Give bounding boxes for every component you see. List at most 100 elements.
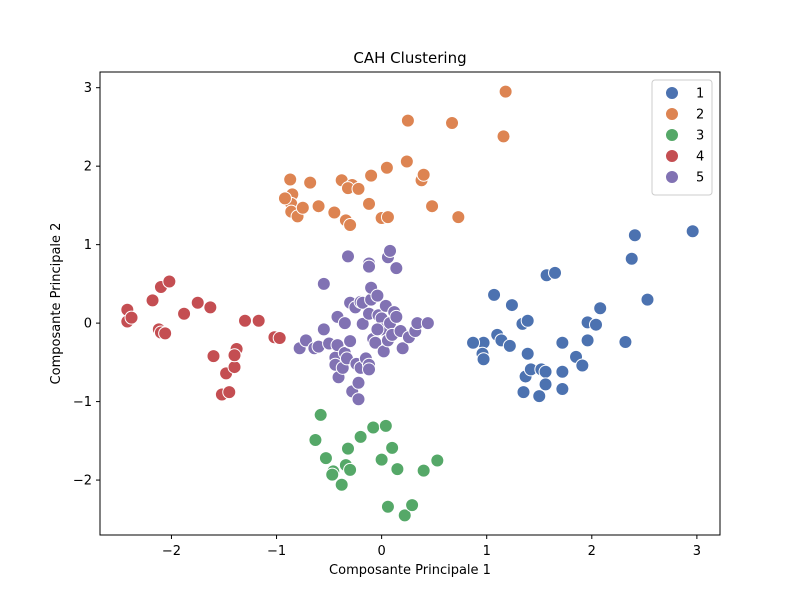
- data-point-cluster-5: [316, 322, 331, 337]
- data-point-cluster-3: [430, 453, 445, 468]
- data-point-cluster-3: [308, 433, 323, 448]
- data-point-cluster-3: [318, 451, 333, 466]
- data-point-cluster-3: [341, 441, 355, 456]
- data-point-cluster-4: [162, 274, 177, 289]
- data-point-cluster-3: [374, 452, 389, 467]
- x-tick-label: −2: [162, 544, 181, 559]
- data-point-cluster-4: [190, 295, 205, 310]
- legend-marker-2: [665, 107, 679, 121]
- data-point-cluster-3: [390, 462, 405, 477]
- data-point-cluster-1: [555, 382, 570, 397]
- data-point-cluster-2: [399, 154, 414, 169]
- legend-label-5: 5: [696, 171, 704, 186]
- data-point-cluster-2: [351, 181, 366, 196]
- data-point-cluster-3: [366, 420, 381, 435]
- data-point-cluster-2: [311, 199, 326, 214]
- legend-marker-4: [665, 149, 679, 163]
- data-point-cluster-4: [158, 326, 173, 341]
- data-point-cluster-1: [548, 265, 563, 280]
- data-point-cluster-1: [589, 317, 603, 332]
- data-point-cluster-1: [538, 364, 553, 379]
- data-point-cluster-3: [385, 440, 400, 455]
- y-tick-label: −2: [73, 474, 92, 489]
- data-point-cluster-4: [227, 360, 242, 375]
- data-point-cluster-1: [555, 335, 570, 350]
- legend-box: [651, 79, 713, 196]
- data-point-cluster-4: [272, 331, 287, 346]
- data-point-cluster-1: [640, 292, 655, 307]
- data-point-cluster-5: [362, 259, 377, 274]
- data-point-cluster-5: [341, 249, 355, 264]
- data-point-cluster-2: [400, 113, 415, 128]
- x-axis-ticks: −2 −1 0 1 2 3: [162, 535, 701, 559]
- data-point-cluster-5: [370, 322, 385, 337]
- y-tick-label: 1: [84, 238, 92, 253]
- y-tick-label: 3: [84, 81, 92, 96]
- data-point-cluster-5: [351, 392, 366, 407]
- data-point-cluster-2: [364, 168, 379, 183]
- legend-marker-5: [665, 170, 679, 184]
- data-point-cluster-2: [295, 200, 310, 215]
- data-point-cluster-1: [575, 358, 590, 373]
- data-point-cluster-5: [316, 276, 331, 291]
- legend-label-3: 3: [696, 129, 704, 144]
- data-point-cluster-5: [337, 316, 352, 331]
- data-point-cluster-1: [580, 333, 595, 348]
- data-point-cluster-2: [362, 196, 377, 211]
- data-point-cluster-1: [476, 352, 491, 367]
- y-tick-label: 2: [84, 160, 92, 175]
- data-point-cluster-1: [520, 346, 535, 361]
- x-tick-label: 3: [693, 544, 701, 559]
- data-point-cluster-1: [520, 313, 535, 328]
- data-point-cluster-5: [355, 316, 370, 331]
- data-point-cluster-4: [177, 306, 192, 321]
- data-point-cluster-1: [487, 287, 502, 302]
- data-point-cluster-5: [370, 288, 385, 303]
- legend-label-2: 2: [696, 108, 704, 123]
- data-point-cluster-2: [496, 129, 511, 144]
- data-point-cluster-2: [343, 218, 358, 233]
- chart-title: CAH Clustering: [353, 49, 466, 67]
- data-point-cluster-4: [203, 300, 218, 315]
- data-point-cluster-2: [380, 210, 395, 225]
- data-point-cluster-3: [334, 477, 349, 492]
- points-layer: [120, 84, 700, 523]
- data-point-cluster-5: [395, 341, 410, 356]
- data-point-cluster-2: [416, 167, 431, 182]
- data-point-cluster-4: [227, 348, 242, 363]
- legend-label-1: 1: [696, 87, 704, 102]
- data-point-cluster-3: [325, 467, 340, 482]
- data-point-cluster-5: [383, 243, 398, 258]
- data-point-cluster-5: [389, 309, 404, 324]
- data-point-cluster-1: [593, 301, 608, 316]
- data-point-cluster-5: [389, 261, 404, 276]
- data-point-cluster-4: [238, 313, 253, 328]
- data-point-cluster-4: [206, 349, 221, 364]
- data-point-cluster-2: [277, 191, 292, 206]
- data-point-cluster-1: [685, 224, 700, 239]
- data-point-cluster-3: [353, 429, 368, 444]
- data-point-cluster-2: [327, 205, 342, 220]
- data-point-cluster-2: [283, 172, 298, 187]
- axes-frame: [99, 71, 721, 536]
- data-point-cluster-4: [145, 293, 160, 308]
- y-tick-label: −1: [73, 395, 92, 410]
- y-axis-ticks: −2 −1 0 1 2 3: [73, 81, 100, 489]
- data-point-cluster-1: [538, 377, 553, 392]
- x-tick-label: 2: [588, 544, 596, 559]
- data-point-cluster-3: [343, 462, 358, 477]
- data-point-cluster-2: [445, 116, 460, 131]
- data-point-cluster-3: [405, 498, 420, 513]
- y-tick-label: 0: [84, 317, 92, 332]
- data-point-cluster-1: [504, 298, 519, 313]
- data-point-cluster-5: [420, 316, 435, 331]
- data-point-cluster-3: [397, 508, 412, 523]
- x-tick-label: 0: [377, 544, 385, 559]
- data-point-cluster-4: [251, 313, 266, 328]
- data-point-cluster-1: [516, 385, 531, 400]
- legend-label-4: 4: [696, 150, 704, 165]
- data-point-cluster-2: [425, 199, 440, 214]
- data-point-cluster-2: [303, 175, 318, 190]
- legend: 1 2 3 4 5: [651, 79, 713, 196]
